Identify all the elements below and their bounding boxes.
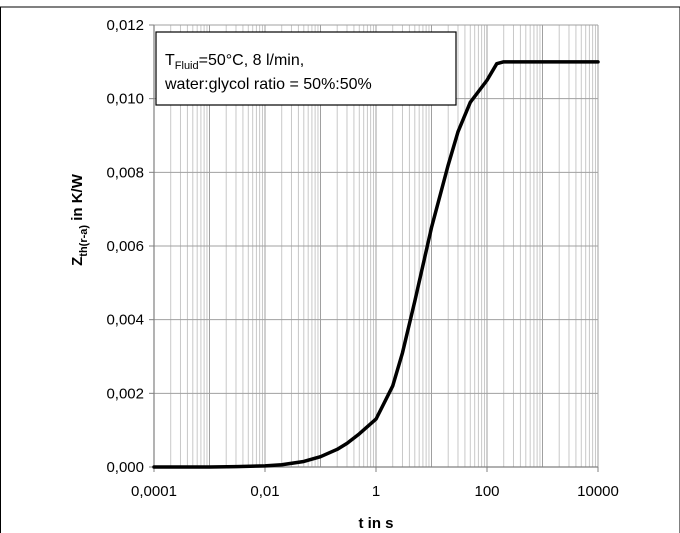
y-tick-label: 0,008: [106, 164, 144, 181]
x-tick-label: 0,01: [250, 483, 279, 500]
x-tick-label: 10000: [577, 483, 619, 500]
x-tick-label: 0,0001: [131, 483, 177, 500]
tick-labels: 0,000 0,002 0,004 0,006 0,008 0,010 0,012 0,000…: [106, 17, 618, 500]
y-tick-label: 0,010: [106, 91, 144, 108]
series-line: [152, 60, 600, 469]
annotation-box: TFluid=50°C, 8 l/min, water:glycol ratio…: [155, 31, 457, 106]
x-tick-label: 1: [372, 483, 380, 500]
y-tick-label: 0,012: [106, 17, 144, 34]
y-tick-label: 0,004: [106, 312, 144, 329]
annotation-border: [155, 31, 457, 106]
y-tick-label: 0,006: [106, 238, 144, 255]
series-layer: [152, 60, 600, 469]
y-tick-label: 0,000: [106, 459, 144, 476]
y-tick-label: 0,002: [106, 385, 144, 402]
x-tick-label: 100: [474, 483, 499, 500]
annotation-line-1: TFluid=50°C, 8 l/min,: [165, 52, 304, 72]
annotation-line-2: water:glycol ratio = 50%:50%: [164, 76, 372, 93]
y-axis-title: Zth(r-a) in K/W: [69, 173, 90, 266]
x-axis-title: t in s: [358, 515, 393, 532]
